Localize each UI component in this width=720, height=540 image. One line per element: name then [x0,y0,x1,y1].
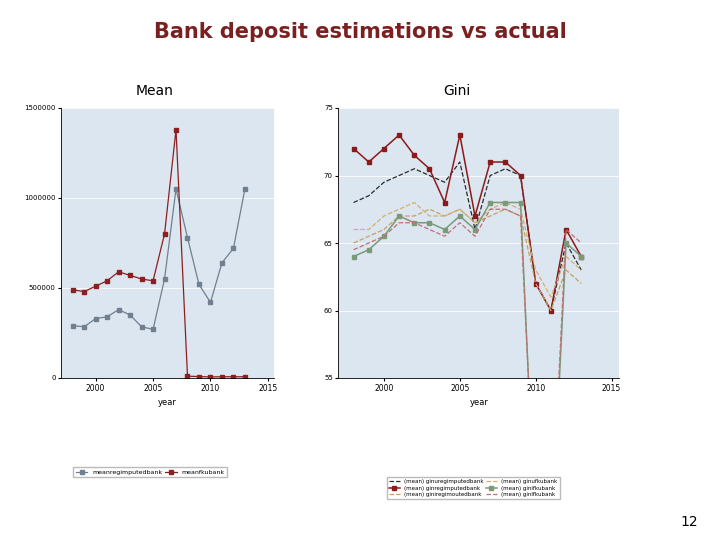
Text: Mean: Mean [136,84,174,98]
Legend: meanregimputedbank, meanfkubank: meanregimputedbank, meanfkubank [73,467,228,477]
Legend: (mean) ginuregimputedbank, (mean) ginregimputedbank, (mean) giniregimoutedbank, : (mean) ginuregimputedbank, (mean) ginreg… [387,477,559,500]
X-axis label: year: year [158,398,177,407]
Text: Gini: Gini [444,84,471,98]
X-axis label: year: year [469,398,488,407]
Text: Bank deposit estimations vs actual: Bank deposit estimations vs actual [153,22,567,42]
Text: 12: 12 [681,515,698,529]
